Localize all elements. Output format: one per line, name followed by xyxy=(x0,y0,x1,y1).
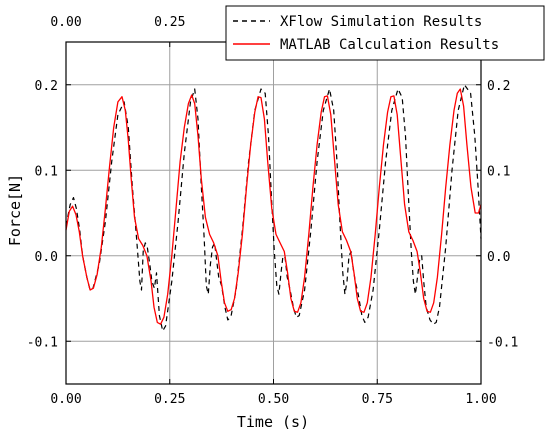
y-right-tick-label: -0.1 xyxy=(487,335,518,350)
y-tick-label: 0.2 xyxy=(35,79,58,94)
legend-box xyxy=(225,5,545,61)
y-tick-label: -0.1 xyxy=(27,335,58,350)
x-tick-label: 0.00 xyxy=(50,392,81,407)
series-line-matlab xyxy=(65,88,482,325)
y-right-tick-label: 0.0 xyxy=(487,250,510,265)
y-axis-title: Force[N] xyxy=(6,174,24,246)
legend-label-matlab: MATLAB Calculation Results xyxy=(280,37,499,53)
y-tick-label: 0.0 xyxy=(35,250,58,265)
x-tick-label: 0.75 xyxy=(362,392,393,407)
grid-lines xyxy=(65,42,482,384)
x-tick-label: 1.00 xyxy=(465,392,496,407)
x-tick-label: 0.50 xyxy=(258,392,289,407)
y-right-tick-label: 0.2 xyxy=(487,79,510,94)
tick-marks xyxy=(65,42,482,384)
x-tick-label: 0.25 xyxy=(154,392,185,407)
x-axis-title: Time (s) xyxy=(237,413,309,431)
x-top-tick-label: 0.25 xyxy=(154,15,185,30)
legend: XFlow Simulation Results MATLAB Calculat… xyxy=(225,5,545,61)
y-right-tick-label: 0.1 xyxy=(487,164,510,179)
series-lines xyxy=(65,84,482,332)
series-line-xflow xyxy=(65,84,482,332)
y-tick-label: 0.1 xyxy=(35,164,58,179)
legend-label-xflow: XFlow Simulation Results xyxy=(280,14,482,30)
x-top-tick-label: 0.00 xyxy=(50,15,81,30)
tick-labels: 0.00 0.25 0.50 0.75 1.00 0.00 0.25 -0.1 0.0 0.1 0.… xyxy=(27,15,519,407)
